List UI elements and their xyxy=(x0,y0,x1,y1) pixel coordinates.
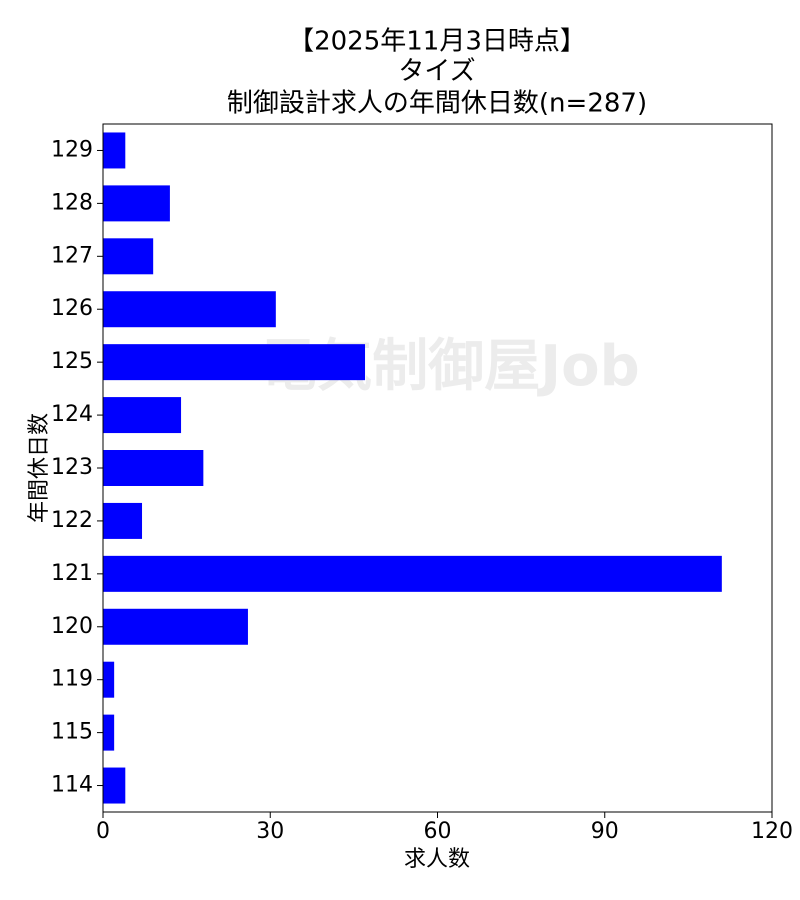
x-tick-label: 120 xyxy=(751,819,793,844)
bar xyxy=(103,185,170,222)
bar xyxy=(103,555,722,592)
bar xyxy=(103,291,276,328)
chart-title: 制御設計求人の年間休日数(n=287) xyxy=(227,89,647,119)
y-tick-label: 122 xyxy=(51,508,93,533)
y-tick-label: 123 xyxy=(51,455,93,480)
y-tick-label: 125 xyxy=(51,349,93,374)
x-tick-label: 0 xyxy=(96,819,110,844)
bar xyxy=(103,502,143,539)
x-tick-label: 90 xyxy=(591,819,619,844)
bar xyxy=(103,397,182,434)
x-axis-label: 求人数 xyxy=(404,847,470,872)
y-tick-label: 120 xyxy=(51,614,93,639)
bar xyxy=(103,344,366,381)
bar xyxy=(103,132,126,169)
plot-frame xyxy=(102,123,773,813)
y-tick-label: 128 xyxy=(51,190,93,215)
chart-title: タイズ xyxy=(398,57,475,87)
x-tick-label: 60 xyxy=(424,819,452,844)
bar xyxy=(103,238,154,275)
y-axis-label: 年間休日数 xyxy=(27,413,52,523)
bar xyxy=(103,608,248,645)
y-tick-label: 127 xyxy=(51,243,93,268)
bar xyxy=(103,714,115,751)
y-tick-label: 124 xyxy=(51,402,93,427)
y-tick-label: 126 xyxy=(51,296,93,321)
x-tick-label: 30 xyxy=(256,819,284,844)
bar xyxy=(103,450,204,486)
y-tick-label: 129 xyxy=(51,137,93,162)
chart-title: 【2025年11月3日時点】 xyxy=(288,27,586,57)
y-tick-label: 119 xyxy=(51,667,93,692)
y-tick-label: 115 xyxy=(51,720,93,745)
y-tick-label: 114 xyxy=(51,773,93,798)
bar xyxy=(103,661,115,698)
bar xyxy=(103,767,126,804)
y-tick-label: 121 xyxy=(51,561,93,586)
